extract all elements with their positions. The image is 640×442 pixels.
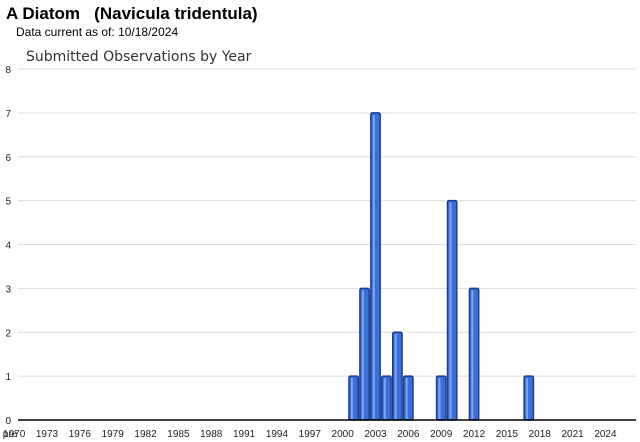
y-tick-label: 8 bbox=[5, 65, 11, 76]
x-tick-label: 1976 bbox=[69, 429, 92, 440]
x-tick-label: 2021 bbox=[561, 429, 584, 440]
x-tick-label: 2012 bbox=[463, 429, 486, 440]
x-tick-label: 2018 bbox=[529, 429, 552, 440]
x-tick-label: 2009 bbox=[430, 429, 453, 440]
bar-2004 bbox=[381, 375, 392, 421]
bars bbox=[348, 112, 535, 421]
page-title: A Diatom (Navicula tridentula) bbox=[6, 4, 258, 24]
bar-highlight bbox=[383, 378, 386, 419]
y-tick-label: 1 bbox=[5, 372, 11, 383]
bar bbox=[370, 112, 381, 421]
x-tick-label: 1988 bbox=[200, 429, 223, 440]
data-current-label: Data current as of: bbox=[16, 25, 115, 39]
bar-2010 bbox=[446, 199, 458, 421]
x-tick-label: 2000 bbox=[332, 429, 355, 440]
y-tick-label: 5 bbox=[5, 197, 11, 208]
x-tick-label: 1994 bbox=[266, 429, 289, 440]
y-tick-label: 7 bbox=[5, 109, 11, 120]
bar-highlight bbox=[449, 202, 452, 419]
bar bbox=[446, 199, 458, 421]
bar bbox=[523, 375, 535, 421]
y-tick-label: 2 bbox=[5, 328, 11, 339]
bar-highlight bbox=[394, 334, 397, 419]
bar-highlight bbox=[438, 378, 441, 419]
x-tick-label: 1979 bbox=[102, 429, 125, 440]
bar bbox=[468, 287, 480, 421]
bar-2005 bbox=[392, 331, 403, 421]
bar-2003 bbox=[370, 112, 381, 421]
bar bbox=[402, 375, 414, 421]
bar-highlight bbox=[372, 114, 375, 419]
bar-2001 bbox=[348, 375, 359, 421]
x-tick-label: 1982 bbox=[134, 429, 157, 440]
bar bbox=[435, 375, 447, 421]
x-tick-label: 2015 bbox=[496, 429, 519, 440]
data-current-note: Data current as of: 10/18/2024 bbox=[16, 25, 178, 39]
y-tick-label: 4 bbox=[5, 241, 11, 252]
bar-2017 bbox=[523, 375, 535, 421]
bar-2002 bbox=[359, 287, 370, 421]
x-tick-label: 1997 bbox=[299, 429, 322, 440]
data-current-date: 10/18/2024 bbox=[118, 25, 179, 39]
bar-highlight bbox=[350, 378, 353, 419]
species-scientific-name: (Navicula tridentula) bbox=[94, 4, 258, 23]
bar-highlight bbox=[471, 290, 474, 419]
species-common-name: A Diatom bbox=[6, 4, 80, 23]
bar-2006 bbox=[402, 375, 414, 421]
y-tick-label: 3 bbox=[5, 284, 11, 295]
y-tick-label: 6 bbox=[5, 153, 11, 164]
x-tick-label: 1973 bbox=[36, 429, 59, 440]
bar-2012 bbox=[468, 287, 480, 421]
gridlines bbox=[18, 68, 636, 377]
x-tick-label: 1985 bbox=[167, 429, 190, 440]
x-tick-label: pre bbox=[3, 429, 18, 440]
x-tick-label: 1991 bbox=[233, 429, 256, 440]
y-tick-label: 0 bbox=[5, 416, 11, 427]
x-tick-label: 2003 bbox=[364, 429, 387, 440]
x-tick-label: 1970 bbox=[3, 429, 26, 440]
bar bbox=[359, 287, 370, 421]
bar-highlight bbox=[526, 378, 529, 419]
bar-highlight bbox=[405, 378, 408, 419]
bar-highlight bbox=[361, 290, 364, 419]
bar bbox=[348, 375, 359, 421]
x-tick-label: 2006 bbox=[397, 429, 420, 440]
bar bbox=[392, 331, 403, 421]
bar-2009 bbox=[435, 375, 447, 421]
chart-title: Submitted Observations by Year bbox=[26, 49, 252, 65]
bar bbox=[381, 375, 392, 421]
x-tick-label: 2024 bbox=[594, 429, 617, 440]
